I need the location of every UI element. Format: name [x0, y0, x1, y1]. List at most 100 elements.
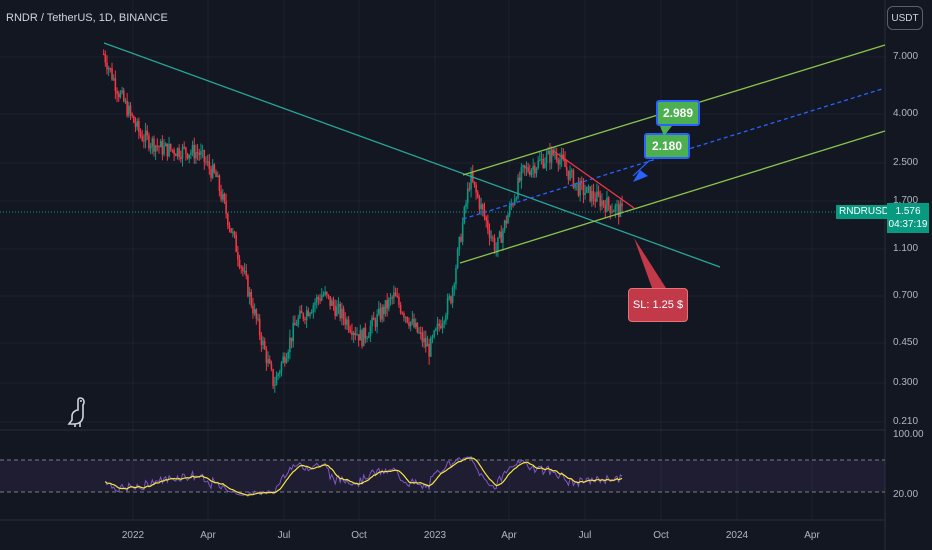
- bar-countdown: 04:37:19: [888, 219, 928, 230]
- candle-body: [156, 145, 159, 147]
- candle-body: [596, 191, 598, 202]
- candle-body: [532, 165, 534, 170]
- candle-body: [438, 323, 440, 326]
- candle-body: [520, 167, 523, 181]
- time-tick: Jul: [578, 530, 592, 541]
- time-tick: Apr: [804, 530, 820, 541]
- candle-body: [567, 170, 570, 180]
- candle-body: [528, 171, 531, 175]
- long-term-downtrend-line[interactable]: [103, 42, 721, 268]
- rsi-tick: 20.00: [893, 489, 919, 500]
- candle-body: [354, 332, 357, 335]
- candle-body: [173, 149, 175, 155]
- candle-body: [423, 338, 425, 343]
- candle-body: [290, 337, 293, 342]
- candle-body: [517, 177, 519, 199]
- candle-body: [277, 373, 279, 376]
- candle-body: [428, 343, 430, 357]
- target-2-label[interactable]: 2.989: [656, 100, 700, 126]
- candle-body: [555, 154, 558, 160]
- candle-body: [374, 320, 377, 327]
- target-1-pointer: [633, 170, 648, 182]
- candle-body: [424, 338, 427, 347]
- candle-body: [289, 337, 291, 353]
- candle-body: [456, 248, 459, 268]
- candle-body: [245, 270, 248, 276]
- candle-body: [240, 266, 243, 268]
- time-tick: Jul: [277, 530, 291, 541]
- candle-body: [280, 362, 283, 372]
- candle-body: [612, 211, 615, 213]
- candle-body: [487, 220, 489, 230]
- candle-body: [594, 199, 597, 202]
- candle-body: [497, 237, 499, 251]
- candle-body: [325, 291, 328, 295]
- candle-body: [206, 161, 209, 163]
- candle-body: [247, 275, 249, 297]
- candle-body: [295, 324, 298, 326]
- candle-body: [518, 177, 521, 181]
- candle-body: [399, 304, 402, 313]
- candle-body: [565, 167, 568, 171]
- candle-body: [275, 375, 278, 386]
- candle-body: [393, 292, 395, 298]
- candle-body: [148, 135, 150, 149]
- candle-body: [141, 136, 144, 141]
- candle-body: [587, 186, 590, 188]
- stop-loss-label[interactable]: SL: 1.25 $: [628, 288, 688, 322]
- candle-body: [109, 68, 112, 70]
- candle-body: [445, 315, 447, 322]
- candle-body: [122, 90, 125, 102]
- candle-body: [226, 213, 229, 226]
- candle-body: [592, 191, 595, 200]
- candle-body: [542, 158, 545, 168]
- candle-body: [317, 297, 320, 299]
- candle-body: [455, 267, 457, 285]
- candle-body: [174, 154, 177, 157]
- candle-body: [190, 152, 192, 155]
- target-1-label[interactable]: 2.180: [644, 133, 690, 159]
- candle-body: [232, 231, 234, 233]
- currency-button[interactable]: USDT: [887, 6, 923, 30]
- candle-body: [329, 296, 331, 306]
- candle-body: [233, 231, 236, 235]
- candle-body: [228, 225, 231, 229]
- candle-body: [230, 228, 232, 233]
- candle-body: [357, 334, 360, 341]
- candle-body: [344, 318, 347, 325]
- candle-body: [253, 309, 256, 314]
- price-tick: 0.450: [893, 337, 919, 348]
- candle-body: [159, 141, 162, 148]
- candle-body: [505, 220, 508, 224]
- candle-body: [205, 161, 207, 163]
- candle-body: [263, 340, 266, 350]
- candle-body: [510, 204, 513, 206]
- candle-body: [530, 169, 533, 175]
- candle-body: [218, 175, 221, 191]
- candle-body: [577, 182, 580, 196]
- short-term-downtrend-line[interactable]: [551, 149, 635, 209]
- candle-body: [490, 237, 493, 239]
- price-tick: 0.210: [893, 416, 919, 427]
- candle-body: [606, 197, 608, 212]
- candle-body: [273, 385, 276, 387]
- candle-body: [181, 146, 184, 159]
- candle-body: [450, 296, 452, 303]
- candle-body: [220, 190, 222, 200]
- candle-body: [396, 296, 399, 298]
- candle-body: [242, 267, 244, 272]
- time-tick: Oct: [653, 530, 669, 541]
- candle-body: [507, 215, 509, 224]
- candle-body: [216, 175, 219, 178]
- candle-body: [294, 322, 296, 326]
- time-tick: Apr: [200, 530, 216, 541]
- last-price-box: 1.576 04:37:19: [887, 203, 929, 233]
- candle-body: [441, 323, 444, 328]
- candle-body: [372, 317, 375, 321]
- candle-body: [591, 191, 593, 202]
- candle-body: [545, 154, 548, 164]
- candle-body: [436, 323, 439, 329]
- target-2-text: 2.989: [662, 106, 694, 120]
- channel-lower-line[interactable]: [459, 130, 886, 264]
